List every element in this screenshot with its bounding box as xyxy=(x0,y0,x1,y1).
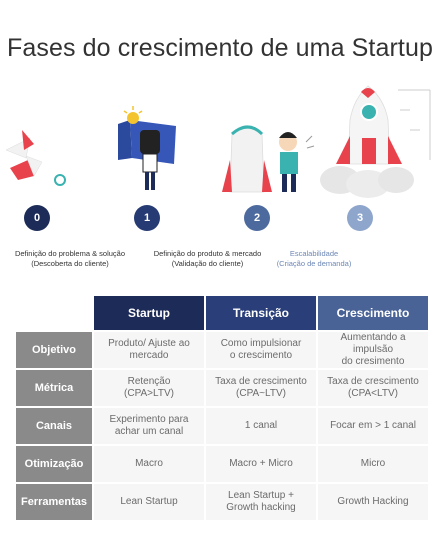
table-cell: 1 canal xyxy=(206,408,316,444)
table-cell: Experimento para achar um canal xyxy=(94,408,204,444)
stage-circle-1: 1 xyxy=(134,205,160,231)
cell-line: Taxa de crescimento xyxy=(215,376,307,387)
cell-line: Aumentando a impulsão xyxy=(340,332,406,355)
table-cell: Focar em > 1 canal xyxy=(318,408,428,444)
table-cell: Lean Startup + Growth hacking xyxy=(206,484,316,520)
cell-line: (CPA>LTV) xyxy=(124,388,174,399)
row-label-objetivo: Objetivo xyxy=(16,332,92,368)
table-cell: Taxa de crescimento (CPA<LTV) xyxy=(318,370,428,406)
stage-label-1: Definição do produto & mercado (Validaçã… xyxy=(145,249,270,269)
cell-line: Macro xyxy=(135,458,163,469)
table-corner xyxy=(16,296,92,330)
row-label-canais: Canais xyxy=(16,408,92,444)
stage-circle-0: 0 xyxy=(24,205,50,231)
table-header-row: Startup Transição Crescimento xyxy=(16,296,428,330)
table-row: Canais Experimento para achar um canal 1 … xyxy=(16,408,428,444)
phases-table: Startup Transição Crescimento Objetivo P… xyxy=(14,294,430,522)
table-cell: Aumentando a impulsão do cresimento xyxy=(318,332,428,368)
column-header-startup: Startup xyxy=(94,296,204,330)
stage-label-1-line1: Definição do produto & mercado xyxy=(153,249,262,258)
person-building-rocket-icon xyxy=(222,125,315,193)
table-row: Objetivo Produto/ Ajuste ao mercado Como … xyxy=(16,332,428,368)
stage-label-2-line1: Escalabilidade xyxy=(289,249,339,258)
stage-label-0-line2: (Descoberta do cliente) xyxy=(31,259,109,268)
cell-line: Produto/ Ajuste ao xyxy=(108,338,190,349)
cell-line: o crescimento xyxy=(229,350,293,361)
table-cell: Retenção (CPA>LTV) xyxy=(94,370,204,406)
stage-label-2: Escalabilidade (Criação de demanda) xyxy=(268,249,360,269)
stage-circle-2: 2 xyxy=(244,205,270,231)
cell-line: Lean Startup xyxy=(120,496,178,507)
row-label-ferramentas: Ferramentas xyxy=(16,484,92,520)
cell-line: Como impulsionar xyxy=(220,338,302,349)
cell-line: Taxa de crescimento xyxy=(327,376,419,387)
crashed-rocket-icon xyxy=(5,130,66,186)
row-label-metrica: Métrica xyxy=(16,370,92,406)
stages-illustration xyxy=(5,85,431,198)
column-header-transicao: Transição xyxy=(206,296,316,330)
table-row: Métrica Retenção (CPA>LTV) Taxa de cresci… xyxy=(16,370,428,406)
table-cell: Lean Startup xyxy=(94,484,204,520)
cell-line: achar um canal xyxy=(114,426,184,437)
cell-line: do cresimento xyxy=(341,356,405,367)
cell-line: mercado xyxy=(129,350,169,361)
cell-line: Micro xyxy=(360,458,386,469)
table-cell: Micro xyxy=(318,446,428,482)
table-cell: Macro xyxy=(94,446,204,482)
table-cell: Macro + Micro xyxy=(206,446,316,482)
stage-circle-3: 3 xyxy=(347,205,373,231)
cell-line: (CPA~LTV) xyxy=(236,388,286,399)
cell-line: (CPA<LTV) xyxy=(348,388,398,399)
column-header-crescimento: Crescimento xyxy=(318,296,428,330)
table-cell: Growth Hacking xyxy=(318,484,428,520)
stage-label-2-line2: (Criação de demanda) xyxy=(276,259,352,268)
cell-line: Retenção xyxy=(127,376,171,387)
stage-label-0: Definição do problema & solução (Descobe… xyxy=(10,249,130,269)
stage-label-0-line1: Definição do problema & solução xyxy=(14,249,126,258)
cell-line: Lean Startup + xyxy=(228,490,294,501)
cell-line: 1 canal xyxy=(244,420,278,431)
table-cell: Como impulsionar o crescimento xyxy=(206,332,316,368)
cell-line: Growth hacking xyxy=(226,502,296,513)
row-label-otimizacao: Otimização xyxy=(16,446,92,482)
cell-line: Focar em > 1 canal xyxy=(330,420,416,431)
table-cell: Produto/ Ajuste ao mercado xyxy=(94,332,204,368)
page-title: Fases do crescimento de uma Startup xyxy=(7,34,433,62)
table-row: Ferramentas Lean Startup Lean Startup + G… xyxy=(16,484,428,520)
launching-rocket-icon xyxy=(320,85,431,198)
cell-line: Experimento para xyxy=(109,414,189,425)
person-blueprint-icon xyxy=(118,106,176,190)
cell-line: Macro + Micro xyxy=(229,458,293,469)
table-cell: Taxa de crescimento (CPA~LTV) xyxy=(206,370,316,406)
table-row: Otimização Macro Macro + Micro Micro xyxy=(16,446,428,482)
stage-label-1-line2: (Validação do cliente) xyxy=(171,259,244,268)
cell-line: Growth Hacking xyxy=(337,496,409,507)
